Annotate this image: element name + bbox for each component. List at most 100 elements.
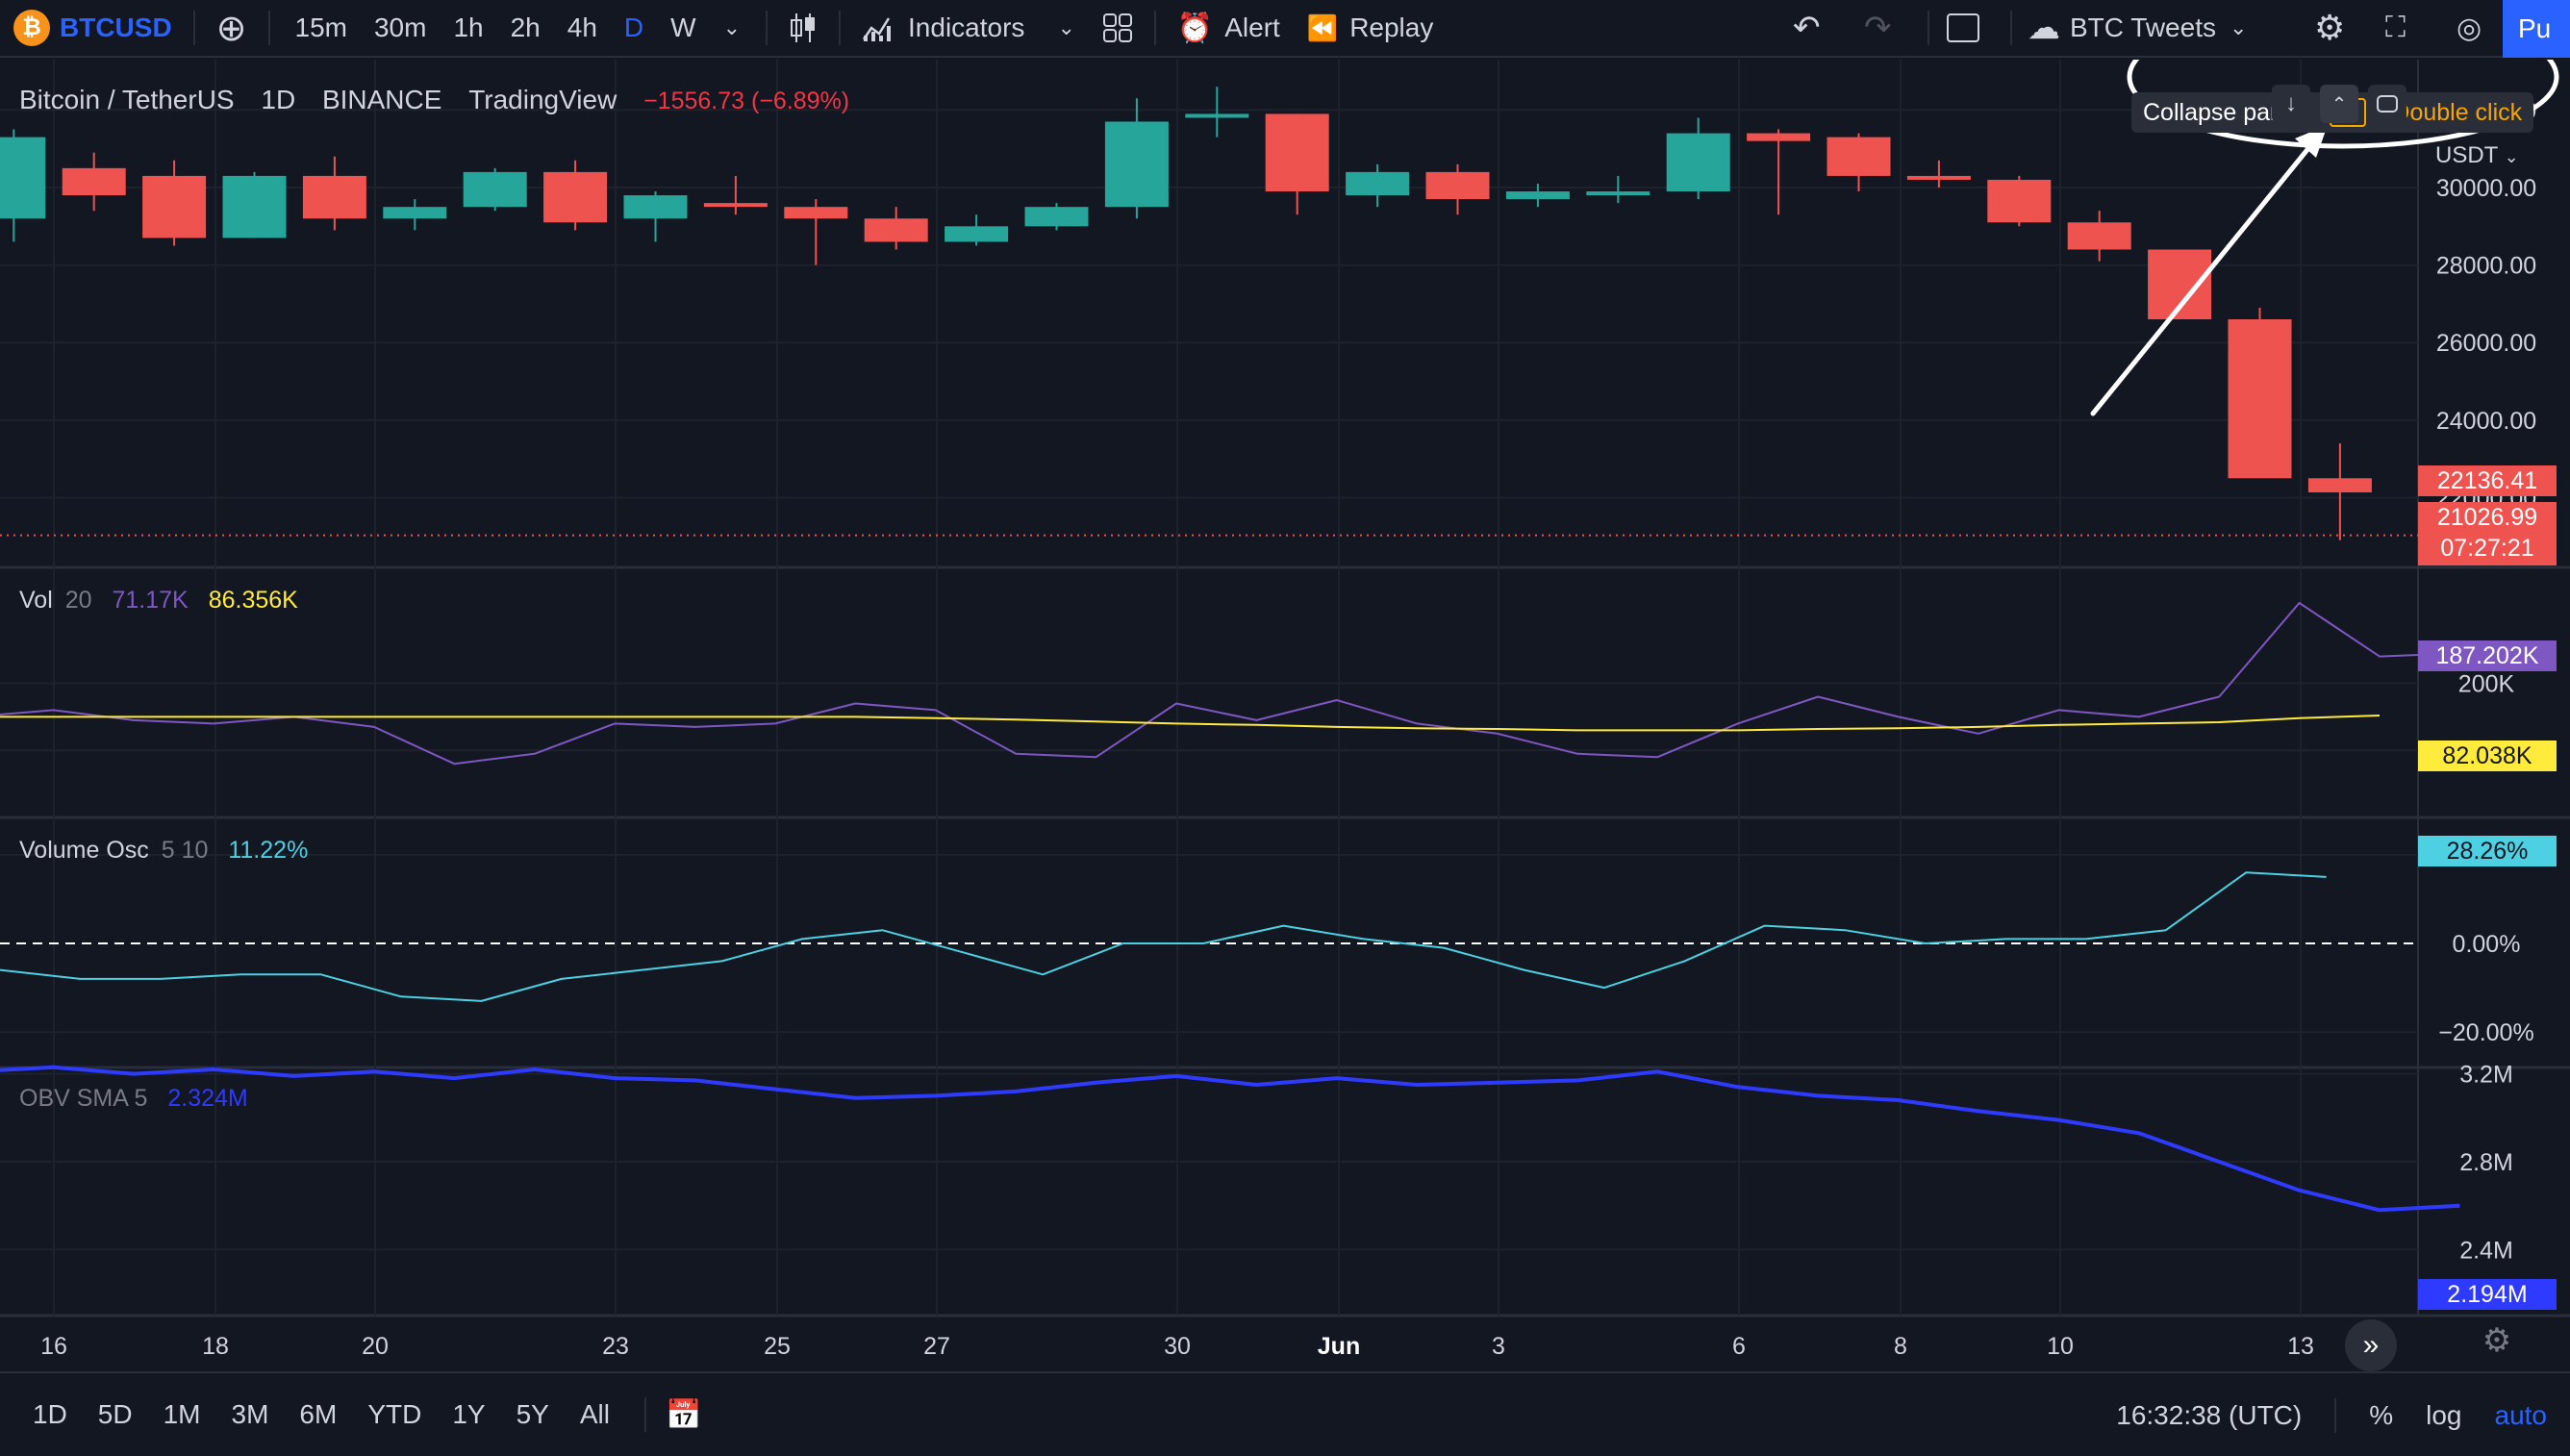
log-toggle[interactable]: log [2426, 1400, 2462, 1430]
bitcoin-icon: ₿ [13, 10, 50, 46]
time-axis-label: 16 [40, 1333, 67, 1360]
move-pane-down-button[interactable]: ↓ [2272, 85, 2310, 123]
chart-canvas[interactable]: 16182023252730Jun368101332000.0030000.00… [0, 60, 2570, 1369]
obv-legend[interactable]: OBV SMA 5 2.324M [19, 1085, 248, 1113]
timeframe-w[interactable]: W [670, 13, 696, 42]
range-5y[interactable]: 5Y [516, 1399, 549, 1429]
volume-osc-axis-label: −20.00% [2438, 1019, 2533, 1046]
obv-value: 2.324M [167, 1085, 248, 1112]
chevron-down-icon: ⌄ [1057, 15, 1075, 39]
time-axis-label: 13 [2287, 1333, 2314, 1360]
layout-name-button[interactable]: ☁ BTC Tweets ⌄ [2014, 0, 2260, 57]
candle-body [62, 167, 126, 196]
top-toolbar: ₿ BTCUSD ⊕ 15m 30m 1h 2h 4h D W ⌄ Ind [0, 0, 2570, 58]
percent-toggle[interactable]: % [2369, 1400, 2394, 1430]
volume-label: Vol [19, 587, 53, 614]
layouts-button[interactable] [1089, 0, 1146, 57]
volume-ma-tag: 82.038K [2418, 741, 2557, 771]
settings-button[interactable]: ⚙ [2301, 0, 2358, 57]
chevron-down-icon[interactable]: ⌄ [722, 15, 742, 39]
obv-line [0, 1065, 2460, 1213]
range-1m[interactable]: 1M [163, 1399, 201, 1429]
candle-body [0, 137, 46, 219]
gear-icon: ⚙ [2482, 1322, 2512, 1359]
symbol-legend[interactable]: Bitcoin / TetherUS 1D BINANCE TradingVie… [19, 85, 849, 115]
go-to-date-button[interactable]: 📅 [666, 1398, 701, 1432]
toolbar-divider [839, 11, 842, 45]
expand-icon: ⛶ [2385, 12, 2406, 43]
fullscreen-select-button[interactable] [1933, 0, 1993, 57]
time-axis-label: 25 [764, 1333, 791, 1360]
currency-label: USDT [2435, 142, 2498, 168]
candle-body [142, 175, 207, 238]
replay-button[interactable]: ⏪ Replay [1294, 0, 1448, 57]
volume-length: 20 [64, 587, 92, 614]
current-price-value: 21026.99 [2436, 504, 2538, 531]
time-axis-settings-button[interactable]: ⚙ [2476, 1319, 2518, 1362]
tooltip-text: Collapse pane [2143, 98, 2297, 126]
square-icon [1947, 13, 1979, 42]
volume-ma-line [0, 715, 2381, 732]
gear-icon: ⚙ [2314, 8, 2346, 47]
obv-axis-label: 2.4M [2459, 1237, 2513, 1264]
time-axis-label: 23 [602, 1333, 629, 1360]
range-1y[interactable]: 1Y [452, 1399, 486, 1429]
candle-body [1185, 113, 1249, 118]
range-3m[interactable]: 3M [231, 1399, 269, 1429]
volume-osc-legend[interactable]: Volume Osc 5 10 11.22% [19, 837, 308, 865]
range-ytd[interactable]: YTD [367, 1399, 422, 1429]
auto-toggle[interactable]: auto [2494, 1400, 2548, 1430]
timeframe-4h[interactable]: 4h [567, 13, 597, 42]
candle-body [1346, 171, 1410, 196]
bottom-toolbar: 1D 5D 1M 3M 6M YTD 1Y 5Y All 📅 16:32:38 … [0, 1371, 2570, 1456]
arrow-head [2295, 125, 2328, 158]
range-6m[interactable]: 6M [299, 1399, 338, 1429]
alert-button[interactable]: ⏰ Alert [1164, 0, 1294, 57]
candle-body [543, 171, 608, 223]
pair-label: Bitcoin / TetherUS [19, 85, 235, 114]
timeframe-15m[interactable]: 15m [294, 13, 347, 42]
interval-label: 1D [261, 85, 296, 114]
snapshot-button[interactable]: ◎ [2443, 0, 2495, 57]
candle-body [1747, 133, 1811, 141]
indicators-icon [862, 17, 892, 41]
compare-button[interactable]: ⊕ [203, 0, 261, 57]
fullscreen-button[interactable]: ⛶ [2372, 0, 2419, 57]
chart-type-button[interactable] [775, 0, 831, 57]
chart-area[interactable]: 16182023252730Jun368101332000.0030000.00… [0, 60, 2570, 1371]
time-axis-label: 18 [202, 1333, 229, 1360]
obv-tag: 2.194M [2418, 1279, 2557, 1310]
range-1d[interactable]: 1D [33, 1399, 67, 1429]
range-all[interactable]: All [579, 1399, 610, 1429]
time-axis-label: 20 [362, 1333, 389, 1360]
symbol-search-button[interactable]: ₿ BTCUSD [0, 0, 186, 57]
layout-name-label: BTC Tweets [2070, 13, 2216, 42]
undo-button[interactable]: ↶ [1779, 0, 1834, 57]
timeframe-30m[interactable]: 30m [373, 13, 427, 42]
indicators-button[interactable]: Indicators ⌄ [848, 0, 1089, 57]
timeframe-d[interactable]: D [623, 13, 644, 42]
currency-select[interactable]: USDT ⌄ [2435, 142, 2519, 169]
maximize-icon [2377, 95, 2398, 113]
candle-body [1425, 171, 1490, 200]
redo-button[interactable]: ↷ [1851, 0, 1905, 57]
chart-grid [0, 60, 2570, 1318]
publish-label: Pu [2518, 13, 2552, 43]
range-5d[interactable]: 5D [97, 1399, 133, 1429]
candle-body [864, 218, 928, 242]
maximize-pane-button[interactable] [2368, 85, 2406, 123]
volume-legend[interactable]: Vol 20 71.17K 86.356K [19, 587, 298, 615]
volume-osc-tag-value: 28.26% [2446, 838, 2529, 865]
candle-body [1906, 175, 1971, 180]
candles-icon [791, 13, 816, 42]
chevron-down-icon: ⌄ [2229, 15, 2248, 39]
publish-button[interactable]: Pu [2503, 0, 2570, 58]
candle-body [1987, 179, 2052, 223]
collapse-pane-button[interactable]: ⌃ [2320, 85, 2358, 123]
toolbar-divider [2010, 11, 2012, 45]
scroll-to-realtime-button[interactable]: » [2345, 1319, 2397, 1371]
timeframe-2h[interactable]: 2h [510, 13, 541, 42]
timeframe-1h[interactable]: 1h [453, 13, 484, 42]
date-range-group: 1D 5D 1M 3M 6M YTD 1Y 5Y All 📅 [0, 1397, 701, 1432]
clock[interactable]: 16:32:38 (UTC) [2116, 1400, 2303, 1430]
